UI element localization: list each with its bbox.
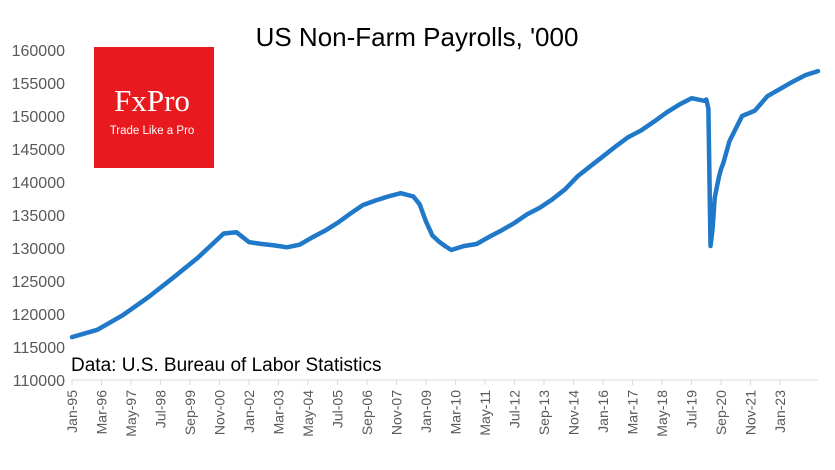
x-tick-label: Sep-06 — [359, 390, 375, 435]
x-tick-label: Jan-09 — [418, 390, 434, 433]
x-tick-label: Jan-02 — [241, 390, 257, 433]
x-tick-label: Mar-17 — [625, 390, 641, 435]
y-tick-label: 130000 — [12, 241, 65, 258]
x-tick-label: Sep-20 — [713, 390, 729, 435]
y-tick-label: 115000 — [13, 340, 65, 357]
x-tick-label: Nov-00 — [212, 390, 228, 435]
y-tick-label: 150000 — [12, 109, 65, 126]
y-tick-label: 110000 — [13, 373, 65, 390]
fxpro-logo: FxPro Trade Like a Pro — [94, 47, 214, 168]
x-tick-label: Jul-19 — [684, 390, 700, 428]
x-tick-label: May-97 — [123, 390, 139, 437]
x-tick-label: May-18 — [654, 390, 670, 437]
y-axis: 110000 115000 120000 125000 130000 135000 1400… — [12, 43, 65, 390]
x-tick-label: Jan-95 — [64, 390, 80, 433]
x-tick-label: Jul-98 — [153, 390, 169, 428]
source-annotation: Data: U.S. Bureau of Labor Statistics — [71, 355, 382, 376]
y-tick-label: 125000 — [12, 274, 65, 291]
y-tick-label: 155000 — [12, 76, 65, 93]
logo-background — [94, 47, 214, 168]
x-tick-label: Sep-99 — [182, 390, 198, 435]
x-tick-label: Nov-14 — [566, 390, 582, 435]
x-tick-label: Jul-12 — [507, 390, 523, 428]
logo-wordmark: FxPro — [114, 83, 190, 118]
y-tick-label: 160000 — [12, 43, 65, 60]
chart-title: US Non-Farm Payrolls, '000 — [256, 22, 579, 52]
x-tick-label: May-11 — [477, 390, 493, 436]
x-tick-label: Jul-05 — [330, 390, 346, 428]
y-tick-label: 145000 — [12, 142, 65, 159]
x-tick-label: Jan-23 — [772, 390, 788, 433]
y-tick-label: 135000 — [12, 208, 65, 225]
x-tick-label: Mar-03 — [271, 390, 287, 435]
x-tick-label: Mar-10 — [448, 390, 464, 435]
x-tick-label: Nov-07 — [389, 390, 405, 435]
x-axis: Jan-95 Mar-96 May-97 Jul-98 Sep-99 Nov-00 Jan-… — [64, 380, 788, 437]
logo-tagline: Trade Like a Pro — [110, 125, 195, 137]
series-line — [69, 68, 821, 340]
series-layer — [69, 68, 821, 340]
x-tick-label: Nov-21 — [743, 390, 759, 435]
x-tick-label: Mar-96 — [94, 390, 110, 435]
y-tick-label: 140000 — [12, 175, 65, 192]
y-tick-label: 120000 — [12, 307, 65, 324]
x-tick-label: May-04 — [300, 390, 316, 437]
x-tick-label: Sep-13 — [536, 390, 552, 435]
x-tick-label: Jan-16 — [595, 390, 611, 433]
